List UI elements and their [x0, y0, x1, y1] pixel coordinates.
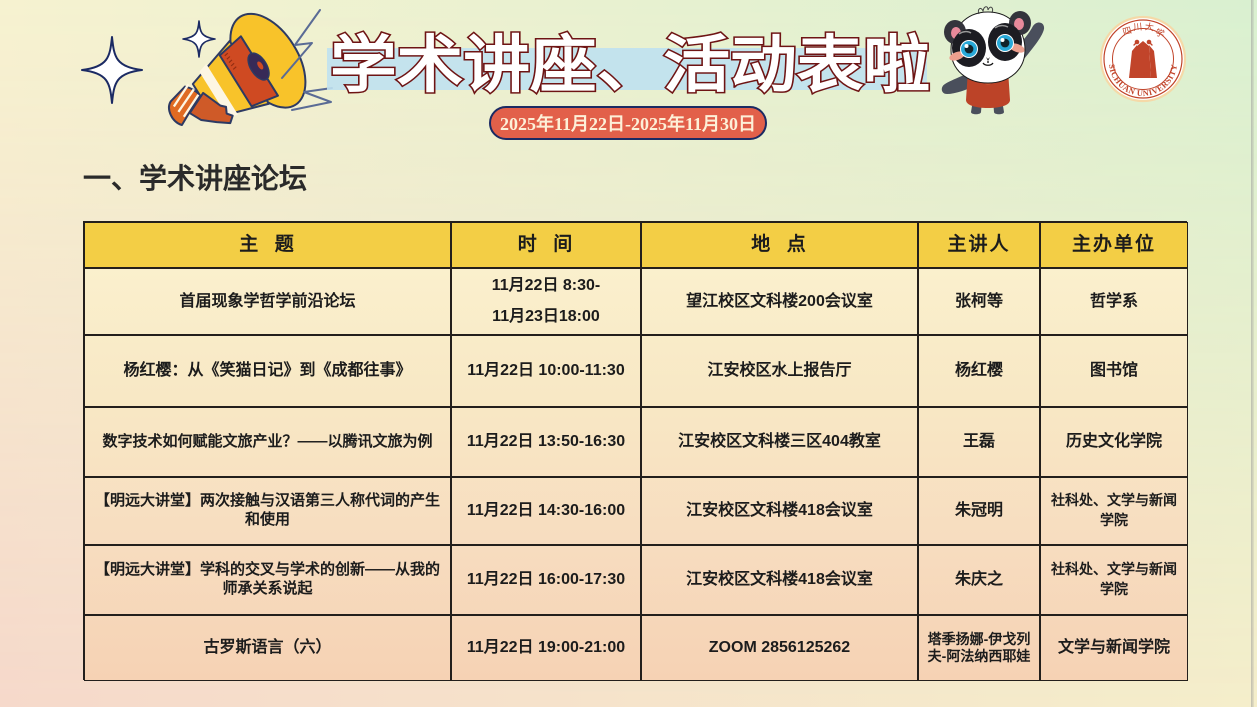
svg-text:1896: 1896	[1138, 71, 1149, 77]
svg-text:学术讲座、活动表啦: 学术讲座、活动表啦	[330, 31, 930, 100]
svg-text:大: 大	[1144, 21, 1154, 33]
svg-text:川: 川	[1133, 22, 1143, 33]
